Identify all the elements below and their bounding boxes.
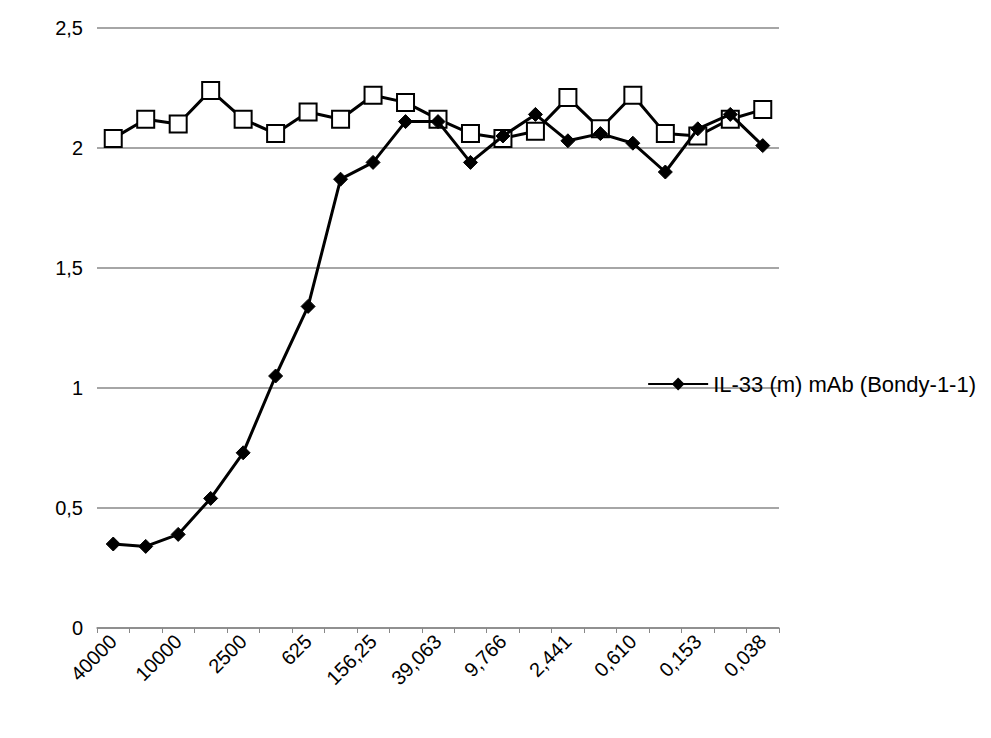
- svg-text:10000: 10000: [131, 630, 186, 685]
- svg-text:2: 2: [72, 137, 83, 159]
- svg-text:0: 0: [72, 617, 83, 639]
- svg-text:0,610: 0,610: [590, 630, 641, 681]
- svg-text:2500: 2500: [204, 630, 251, 677]
- svg-text:625: 625: [277, 630, 316, 669]
- svg-text:39,063: 39,063: [387, 630, 446, 689]
- svg-text:1: 1: [72, 377, 83, 399]
- svg-text:0,038: 0,038: [720, 630, 771, 681]
- svg-text:0,5: 0,5: [55, 497, 83, 519]
- svg-text:2,5: 2,5: [55, 17, 83, 39]
- svg-text:0,153: 0,153: [655, 630, 706, 681]
- svg-text:9,766: 9,766: [460, 630, 511, 681]
- svg-text:IL-33 (m) mAb (Bondy-1-1): IL-33 (m) mAb (Bondy-1-1): [713, 372, 976, 397]
- svg-text:2,441: 2,441: [525, 630, 576, 681]
- svg-text:40000: 40000: [66, 630, 121, 685]
- svg-text:156,25: 156,25: [322, 630, 381, 689]
- svg-text:1,5: 1,5: [55, 257, 83, 279]
